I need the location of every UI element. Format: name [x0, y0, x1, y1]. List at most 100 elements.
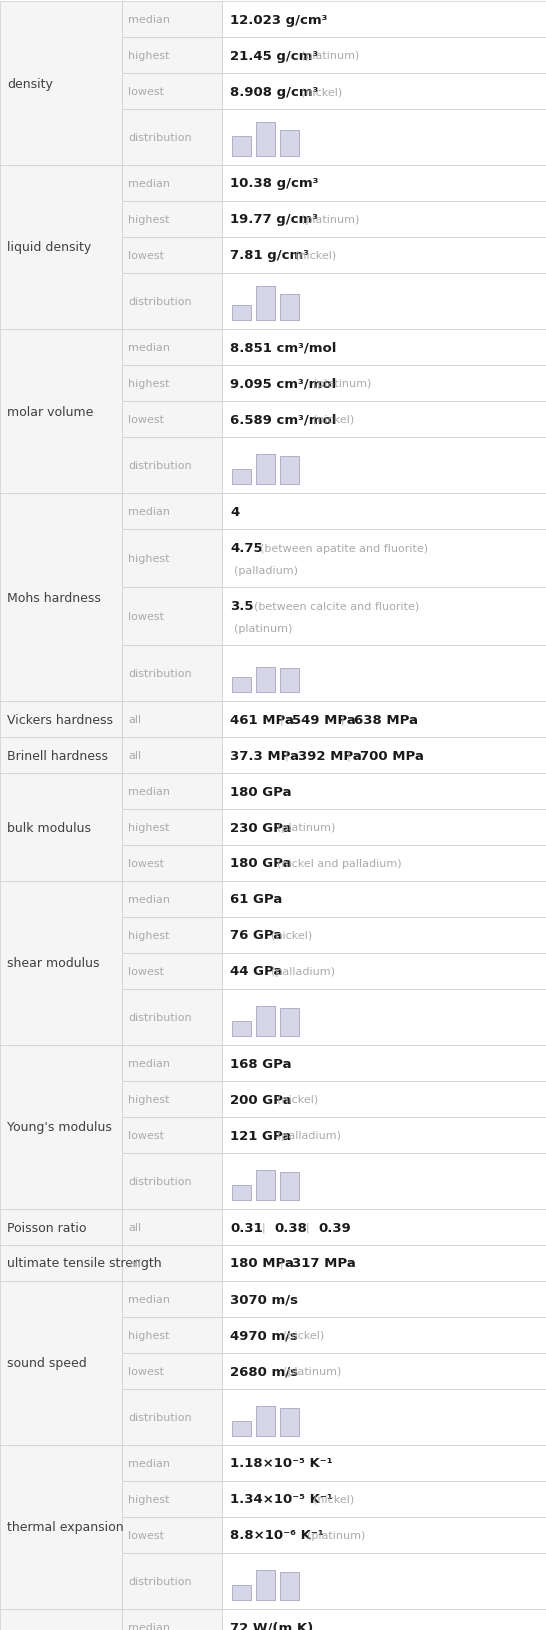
Text: 72 W/(m K): 72 W/(m K): [230, 1620, 313, 1630]
Bar: [122, 1209, 222, 1245]
Text: lowest: lowest: [128, 859, 164, 869]
Bar: [122, 737, 222, 774]
Bar: [280, 1172, 299, 1200]
Bar: [222, 1518, 546, 1553]
Bar: [222, 438, 546, 494]
Bar: [232, 305, 251, 321]
Bar: [256, 287, 275, 321]
Bar: [222, 954, 546, 989]
Text: median: median: [128, 1058, 170, 1068]
Text: (nickel): (nickel): [312, 414, 354, 425]
Text: median: median: [128, 342, 170, 352]
Text: liquid density: liquid density: [7, 241, 91, 254]
Bar: [222, 1389, 546, 1446]
Bar: [256, 1407, 275, 1436]
Bar: [0, 882, 122, 1045]
Text: all: all: [128, 714, 141, 725]
Text: lowest: lowest: [128, 414, 164, 425]
Text: 180 GPa: 180 GPa: [230, 857, 292, 870]
Bar: [222, 1081, 546, 1117]
Bar: [122, 846, 222, 882]
Bar: [122, 238, 222, 274]
Bar: [122, 329, 222, 365]
Bar: [222, 238, 546, 274]
Bar: [122, 494, 222, 530]
Bar: [0, 1609, 122, 1630]
Text: highest: highest: [128, 215, 169, 225]
Text: distribution: distribution: [128, 1012, 192, 1022]
Text: (nickel): (nickel): [312, 1495, 354, 1504]
Text: median: median: [128, 179, 170, 189]
Bar: [122, 1389, 222, 1446]
Text: 180 GPa: 180 GPa: [230, 786, 292, 799]
Bar: [122, 1281, 222, 1317]
Text: 461 MPa: 461 MPa: [230, 712, 294, 725]
Text: distribution: distribution: [128, 1576, 192, 1586]
Text: Poisson ratio: Poisson ratio: [7, 1221, 86, 1234]
Bar: [222, 1154, 546, 1209]
Text: 549 MPa: 549 MPa: [292, 712, 355, 725]
Text: lowest: lowest: [128, 1130, 164, 1141]
Text: 12.023 g/cm³: 12.023 g/cm³: [230, 13, 328, 26]
Bar: [0, 737, 122, 774]
Bar: [122, 882, 222, 918]
Text: median: median: [128, 1294, 170, 1304]
Text: 0.38: 0.38: [274, 1221, 307, 1234]
Text: all: all: [128, 750, 141, 761]
Bar: [122, 1446, 222, 1482]
Text: lowest: lowest: [128, 611, 164, 621]
Bar: [222, 1045, 546, 1081]
Text: sound speed: sound speed: [7, 1356, 87, 1369]
Text: 8.851 cm³/mol: 8.851 cm³/mol: [230, 341, 336, 354]
Text: (palladium): (palladium): [234, 566, 298, 575]
Bar: [222, 588, 546, 645]
Bar: [280, 1573, 299, 1599]
Bar: [222, 530, 546, 588]
Bar: [122, 588, 222, 645]
Bar: [222, 1553, 546, 1609]
Text: 2680 m/s: 2680 m/s: [230, 1364, 298, 1377]
Text: (platinum): (platinum): [277, 823, 336, 833]
Text: (nickel): (nickel): [295, 251, 336, 261]
Bar: [256, 667, 275, 693]
Bar: [122, 1245, 222, 1281]
Text: 8.908 g/cm³: 8.908 g/cm³: [230, 85, 318, 98]
Bar: [122, 1081, 222, 1117]
Text: 7.81 g/cm³: 7.81 g/cm³: [230, 249, 309, 262]
Bar: [280, 1009, 299, 1037]
Bar: [222, 202, 546, 238]
Text: (platinum): (platinum): [312, 378, 371, 390]
Text: Brinell hardness: Brinell hardness: [7, 750, 108, 763]
Bar: [222, 810, 546, 846]
Text: |: |: [347, 750, 351, 761]
Text: median: median: [128, 1622, 170, 1630]
Text: 4.75: 4.75: [230, 541, 263, 554]
Bar: [222, 1609, 546, 1630]
Bar: [122, 1518, 222, 1553]
Bar: [0, 2, 122, 166]
Text: 121 GPa: 121 GPa: [230, 1130, 291, 1141]
Bar: [222, 1482, 546, 1518]
Bar: [222, 774, 546, 810]
Text: distribution: distribution: [128, 134, 192, 143]
Bar: [122, 954, 222, 989]
Text: Young's modulus: Young's modulus: [7, 1121, 112, 1134]
Text: (platinum): (platinum): [307, 1531, 365, 1540]
Bar: [0, 1045, 122, 1209]
Text: 21.45 g/cm³: 21.45 g/cm³: [230, 49, 318, 62]
Text: lowest: lowest: [128, 1366, 164, 1376]
Text: highest: highest: [128, 823, 169, 833]
Text: |: |: [306, 1222, 310, 1232]
Bar: [122, 1353, 222, 1389]
Text: Mohs hardness: Mohs hardness: [7, 592, 101, 605]
Bar: [222, 166, 546, 202]
Text: 317 MPa: 317 MPa: [292, 1257, 355, 1270]
Text: (nickel and palladium): (nickel and palladium): [277, 859, 402, 869]
Text: 1.34×10⁻⁵ K⁻¹: 1.34×10⁻⁵ K⁻¹: [230, 1493, 333, 1506]
Text: 10.38 g/cm³: 10.38 g/cm³: [230, 178, 318, 191]
Text: 4: 4: [230, 505, 239, 518]
Text: Vickers hardness: Vickers hardness: [7, 712, 113, 725]
Bar: [0, 166, 122, 329]
Text: 0.31: 0.31: [230, 1221, 263, 1234]
Text: |: |: [279, 714, 283, 725]
